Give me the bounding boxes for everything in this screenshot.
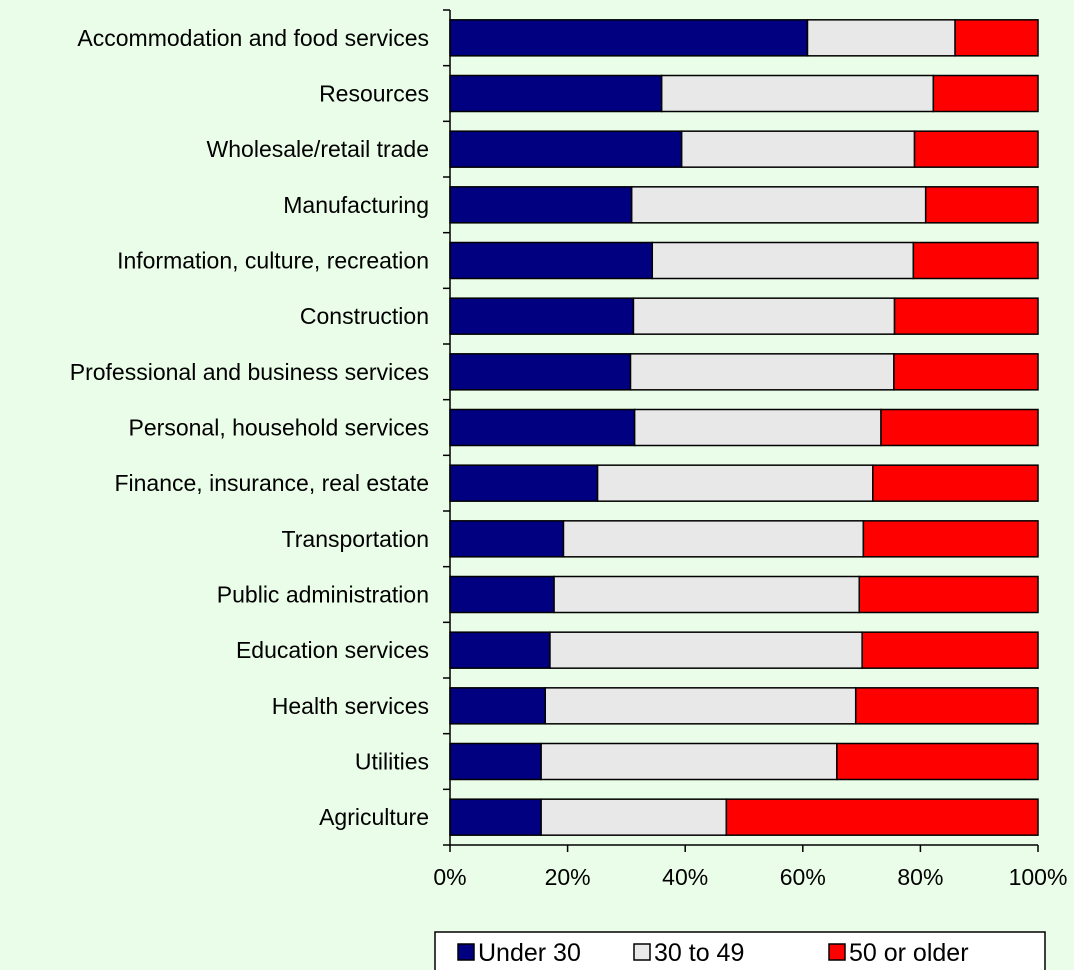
bar-segment-1-row-5 [449,241,654,280]
bar-segment-3-row-6 [893,297,1039,335]
bar-segment-3-row-4 [924,186,1039,224]
bar-segment-1-row-3 [449,130,683,168]
bar-segment-1-row-2 [449,74,663,113]
bar-segment-3-row-11 [858,575,1039,614]
bar-segment-3-row-8 [880,408,1039,447]
category-label: Professional and business services [70,359,429,385]
category-label: Finance, insurance, real estate [114,470,429,496]
bar-segment-2-row-14 [540,742,838,781]
bar-segment-1-row-9 [449,464,599,502]
bar-segment-1-row-7 [449,353,632,391]
category-label: Information, culture, recreation [117,248,429,274]
x-axis: 0% 20% 40% 60% 80% 100% [433,9,1068,890]
bar-segment-2-row-5 [651,241,915,280]
bar-segment-3-row-5 [912,241,1039,280]
legend-swatch [828,943,846,961]
bar-segment-1-row-12 [449,631,551,669]
category-label: Agriculture [319,804,429,830]
bar-segment-3-row-14 [836,742,1039,781]
bar-segment-2-row-13 [544,687,857,725]
bar-segment-3-row-10 [862,520,1039,558]
bar-segment-3-row-2 [932,74,1039,113]
x-tick-label: 60% [780,864,826,890]
category-label: Accommodation and food services [77,25,429,51]
legend-label: Under 30 [478,939,581,967]
legend: Under 30 30 to 49 50 or older [434,931,1046,970]
bar-segment-2-row-3 [680,130,916,168]
bar-segment-1-row-8 [449,408,636,447]
x-tick-label: 100% [1009,864,1068,890]
bar-segment-1-row-15 [449,798,542,836]
bar-segment-3-row-3 [913,130,1039,168]
bar-segment-1-row-10 [449,520,565,558]
legend-label: 50 or older [849,939,969,967]
bar-segment-2-row-2 [660,74,935,113]
bar-segment-1-row-14 [449,742,542,781]
bars-group [449,19,1039,836]
bar-segment-1-row-11 [449,575,555,614]
bar-segment-2-row-9 [596,464,874,502]
legend-label: 30 to 49 [654,939,744,967]
category-label: Public administration [217,582,429,608]
x-tick-label: 0% [433,864,466,890]
bar-segment-1-row-1 [449,19,809,57]
bar-segment-3-row-15 [725,798,1039,836]
bar-segment-2-row-12 [549,631,863,669]
bar-segment-2-row-6 [632,297,896,335]
legend-box [434,931,1046,970]
x-tick-label: 80% [897,864,943,890]
category-label: Education services [236,637,429,663]
bar-segment-1-row-4 [449,186,633,224]
bar-segment-3-row-9 [872,464,1039,502]
bar-segment-1-row-13 [449,687,547,725]
bar-segment-2-row-15 [540,798,728,836]
bar-segment-2-row-8 [633,408,882,447]
category-label: Manufacturing [283,192,429,218]
category-label: Health services [272,693,429,719]
category-label: Utilities [355,749,429,775]
bar-segment-3-row-12 [861,631,1039,669]
x-tick-label: 40% [662,864,708,890]
legend-swatch [457,943,475,961]
bar-segment-2-row-1 [806,19,956,57]
category-labels: Accommodation and food services Resources… [70,25,429,830]
bar-segment-1-row-6 [449,297,635,335]
bar-segment-2-row-4 [630,186,927,224]
category-label: Transportation [282,526,429,552]
category-label: Personal, household services [129,415,429,441]
bar-segment-2-row-7 [629,353,895,391]
category-label: Resources [319,81,429,107]
bar-segment-3-row-7 [893,353,1039,391]
bar-segment-2-row-11 [553,575,860,614]
legend-swatch [633,943,651,961]
category-label: Construction [300,303,429,329]
category-label: Wholesale/retail trade [207,136,429,162]
bar-segment-3-row-1 [954,19,1039,57]
bar-segment-3-row-13 [854,687,1039,725]
x-tick-label: 20% [545,864,591,890]
bar-segment-2-row-10 [562,520,865,558]
